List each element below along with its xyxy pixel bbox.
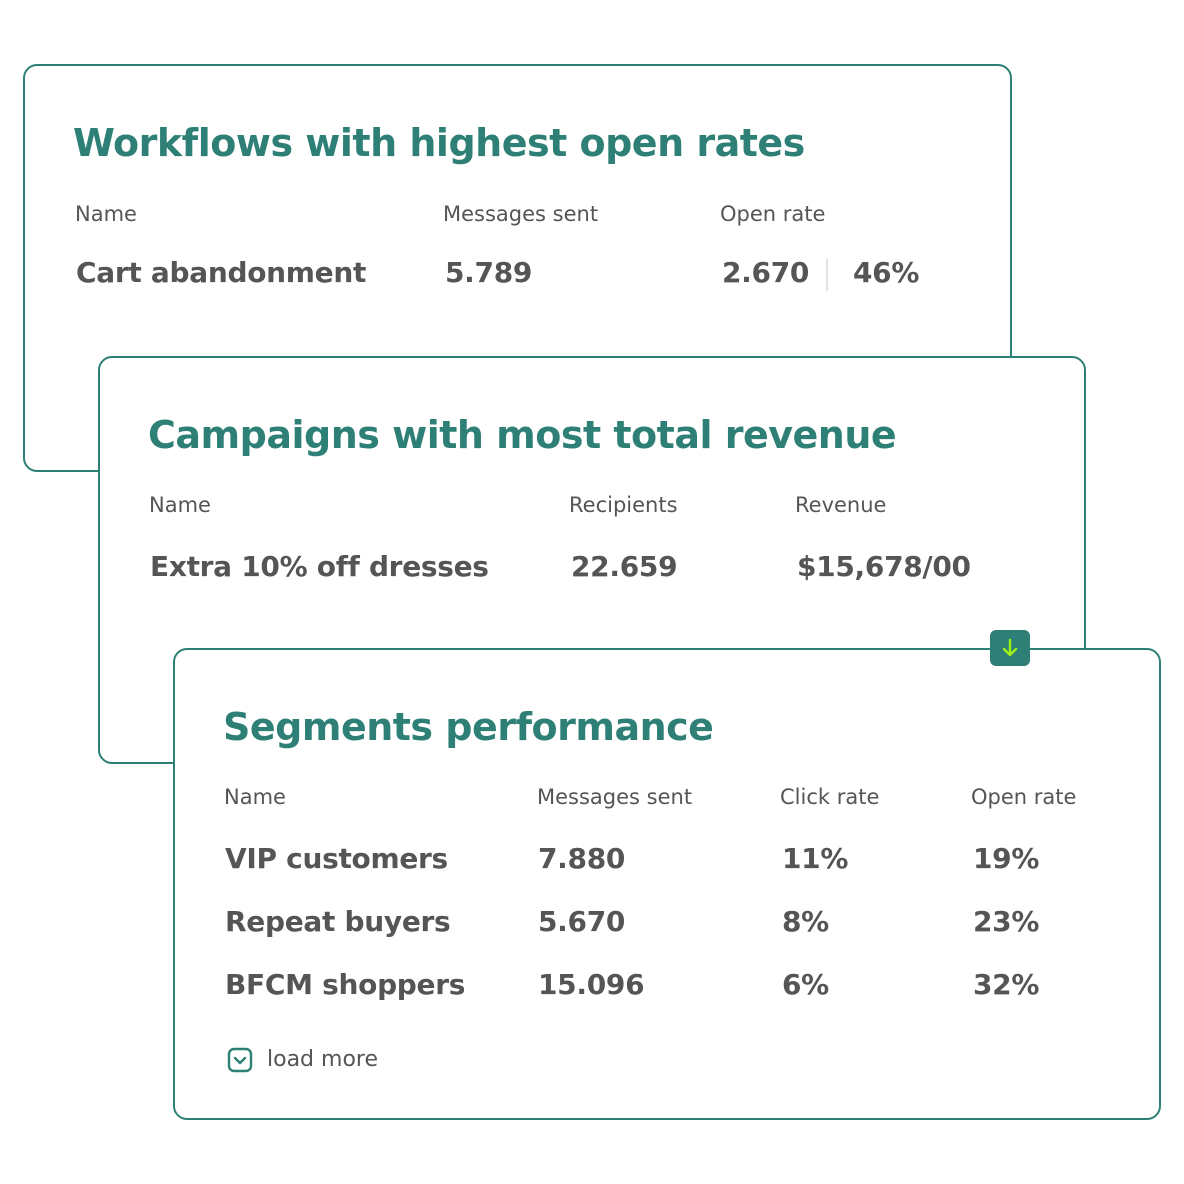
campaign-recipients: 22.659: [571, 550, 678, 583]
segment-click-rate: 6%: [782, 968, 829, 1001]
segment-open-rate: 19%: [973, 842, 1040, 875]
load-more-button[interactable]: load more: [227, 1047, 378, 1073]
workflow-open-rate: 46%: [853, 256, 920, 289]
workflows-header-messages-sent: Messages sent: [443, 202, 599, 226]
segment-click-rate: 8%: [782, 905, 829, 938]
segment-open-rate: 32%: [973, 968, 1040, 1001]
workflow-messages-sent: 5.789: [445, 256, 533, 289]
workflows-header-name: Name: [75, 202, 137, 226]
segment-messages-sent: 15.096: [538, 968, 645, 1001]
segment-name: BFCM shoppers: [225, 968, 466, 1001]
segments-header-name: Name: [224, 785, 286, 809]
segment-name: Repeat buyers: [225, 905, 451, 938]
workflows-header-open-rate: Open rate: [720, 202, 826, 226]
workflow-name: Cart abandonment: [76, 256, 367, 289]
arrow-down-badge[interactable]: [990, 630, 1030, 666]
chevron-down-square-icon: [227, 1047, 253, 1073]
segment-open-rate: 23%: [973, 905, 1040, 938]
campaigns-header-recipients: Recipients: [569, 493, 678, 517]
campaigns-header-name: Name: [149, 493, 211, 517]
segment-messages-sent: 7.880: [538, 842, 626, 875]
campaigns-title: Campaigns with most total revenue: [148, 413, 897, 457]
segments-header-open-rate: Open rate: [971, 785, 1077, 809]
campaign-revenue: $15,678/00: [797, 550, 971, 583]
workflow-opens: 2.670: [722, 256, 810, 289]
segments-header-click-rate: Click rate: [780, 785, 880, 809]
arrow-down-icon: [1002, 638, 1018, 657]
segments-header-messages-sent: Messages sent: [537, 785, 693, 809]
segments-card: Segments performance Name Messages sent …: [173, 648, 1161, 1120]
segment-messages-sent: 5.670: [538, 905, 626, 938]
campaign-name: Extra 10% off dresses: [150, 550, 489, 583]
segment-name: VIP customers: [225, 842, 448, 875]
segment-click-rate: 11%: [782, 842, 849, 875]
value-divider: [826, 259, 828, 291]
load-more-label: load more: [267, 1047, 378, 1072]
campaigns-header-revenue: Revenue: [795, 493, 887, 517]
segments-title: Segments performance: [223, 705, 714, 749]
workflows-title: Workflows with highest open rates: [73, 121, 805, 165]
